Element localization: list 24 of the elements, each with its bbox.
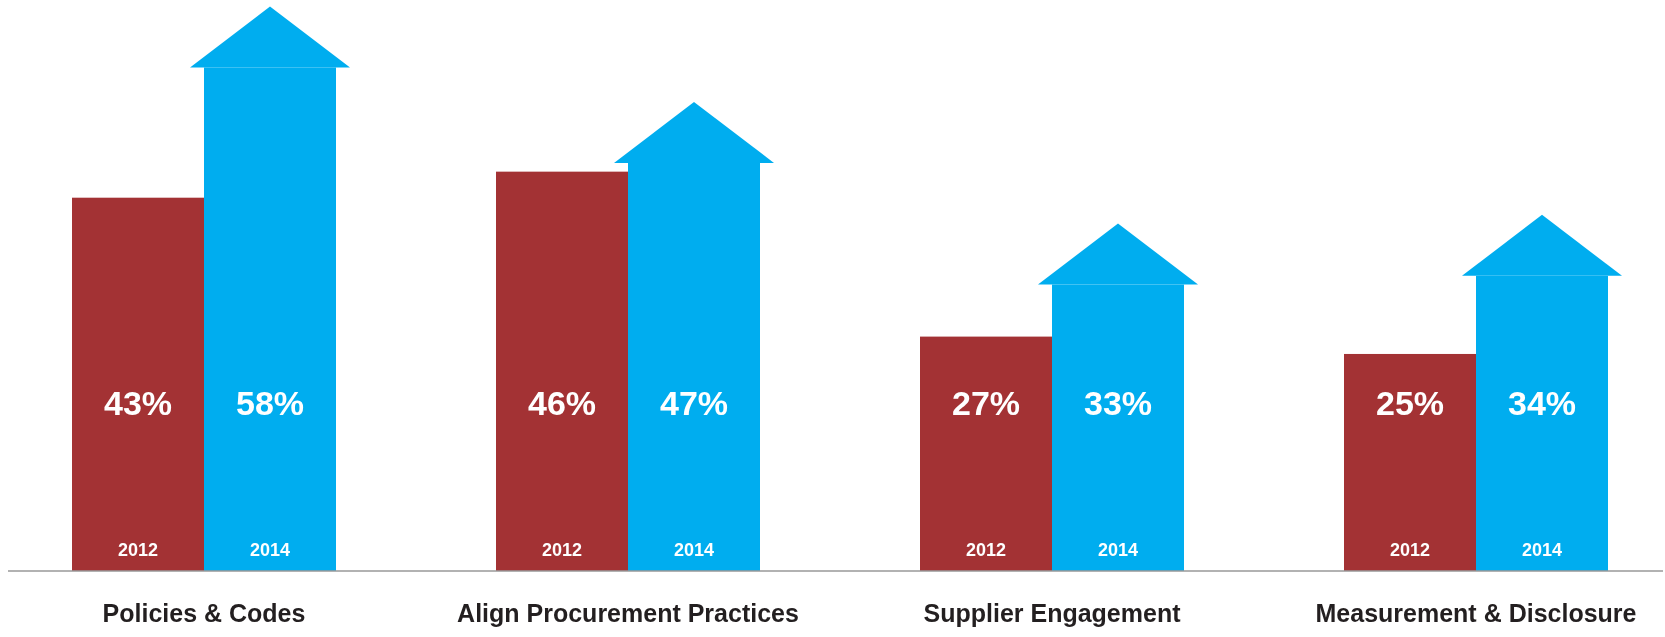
data-label: 33% — [1083, 384, 1153, 422]
data-label: 27% — [951, 384, 1021, 422]
bar — [496, 171, 628, 571]
data-label: 46% — [527, 384, 597, 422]
x-tick-label: Policies & Codes — [102, 599, 306, 627]
text: 2014 — [673, 540, 715, 560]
data-label: 58% — [235, 384, 305, 422]
text: 2012 — [965, 540, 1007, 560]
series-label: 2014 — [249, 540, 291, 560]
x-tick-label: Supplier Engagement — [923, 599, 1182, 627]
bar — [1344, 353, 1476, 571]
x-tick-label: Align Procurement Practices — [457, 599, 799, 627]
data-label: 34% — [1507, 384, 1577, 422]
series-label: 2012 — [117, 540, 159, 560]
bar — [72, 197, 204, 571]
text: 2014 — [1097, 540, 1139, 560]
x-tick-label: Measurement & Disclosure — [1315, 599, 1637, 627]
data-label: 43% — [103, 384, 173, 422]
text: 2012 — [1389, 540, 1431, 560]
data-label: 25% — [1375, 384, 1445, 422]
bar — [920, 336, 1052, 571]
text: 2014 — [1521, 540, 1563, 560]
data-label: 47% — [659, 384, 729, 422]
text: 2012 — [541, 540, 583, 560]
